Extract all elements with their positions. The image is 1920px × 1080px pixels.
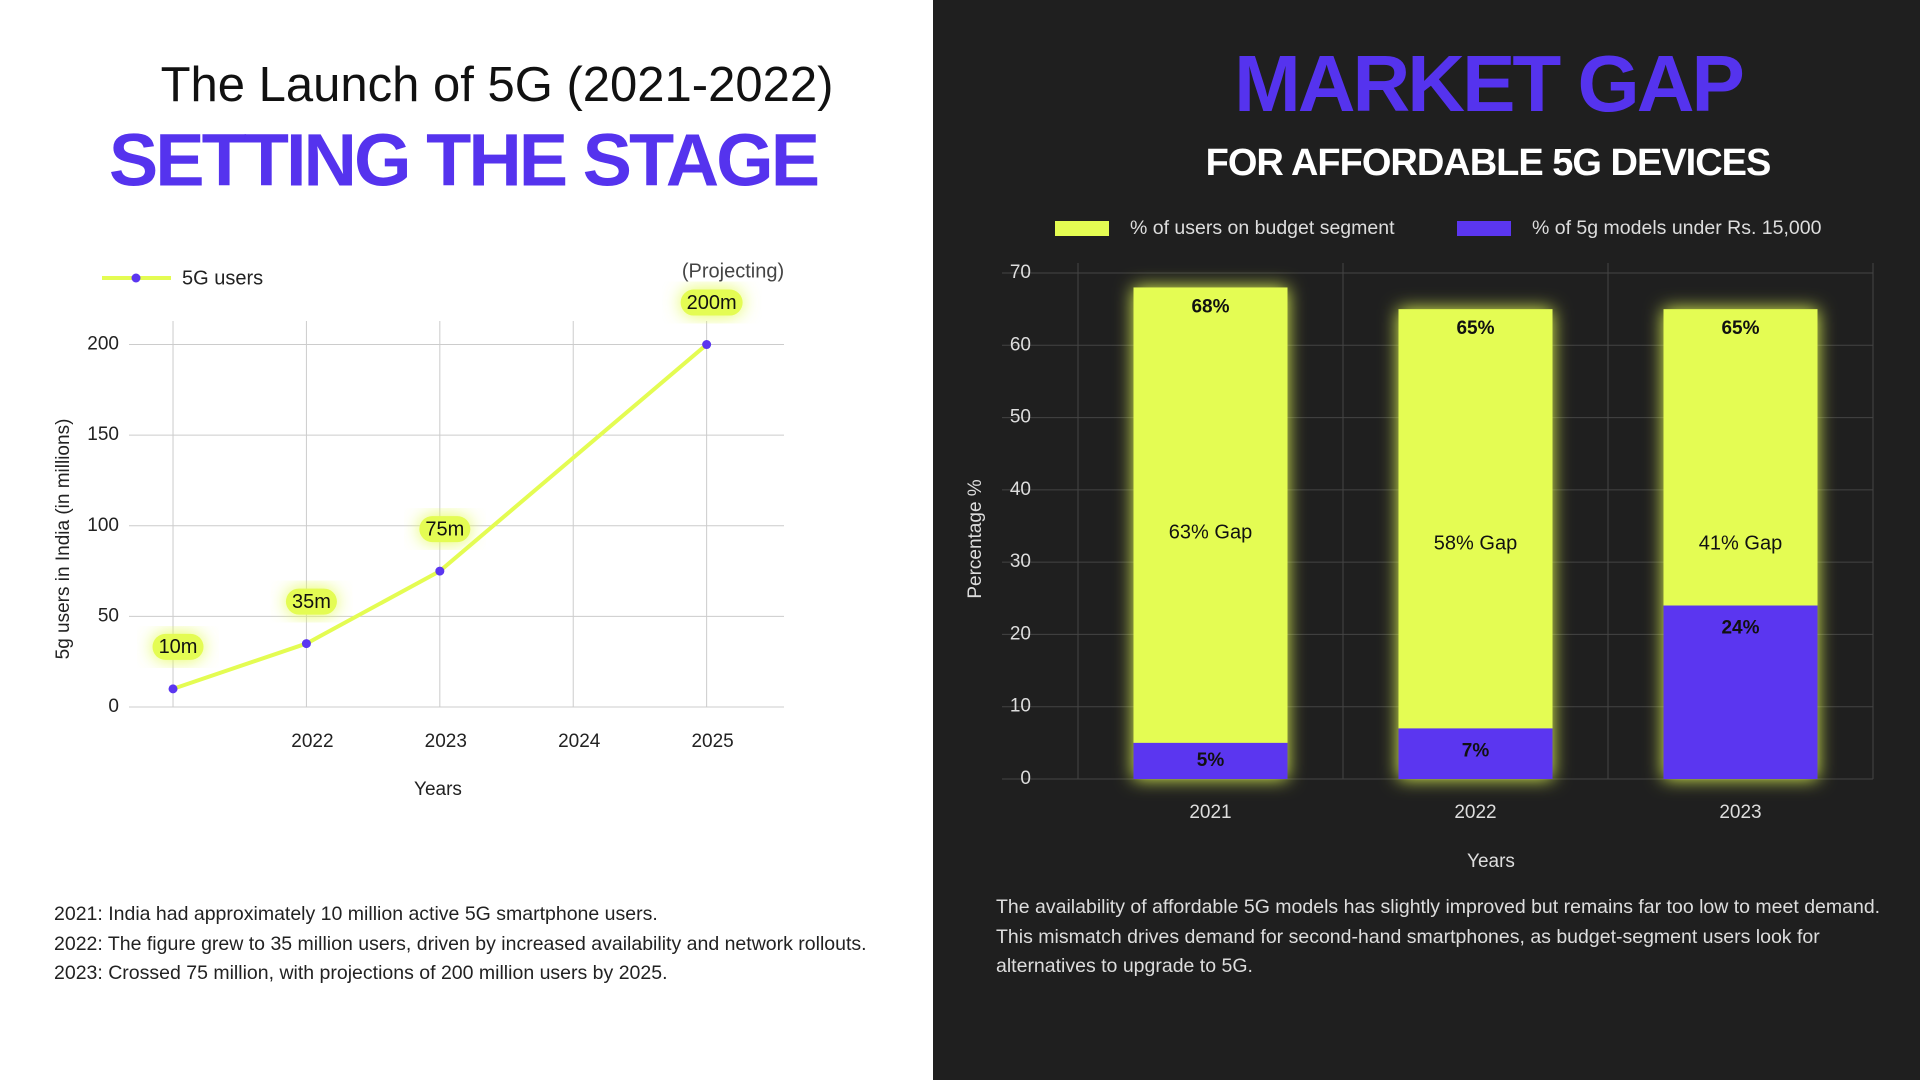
bar — [1133, 287, 1288, 779]
point — [301, 639, 311, 649]
bar — [1663, 605, 1818, 779]
note-line: 2023: Crossed 75 million, with projectio… — [54, 962, 668, 984]
bar — [1398, 309, 1553, 779]
y-axis-label: 5g users in India (in millions) — [53, 419, 74, 660]
x-tick-label: 2022 — [291, 731, 333, 752]
value-label: 68% — [1191, 296, 1229, 317]
point — [702, 340, 712, 350]
note-line: 2022: The figure grew to 35 million user… — [54, 932, 867, 955]
right-notes: The availability of affordable 5G models… — [996, 893, 1886, 982]
x-tick-label: 2021 — [1189, 802, 1231, 823]
legend-label: % of 5g models under Rs. 15,000 — [1532, 217, 1822, 239]
left-title: The Launch of 5G (2021-2022) — [161, 58, 834, 112]
legend-label: 5G users — [182, 267, 263, 289]
x-tick-label: 2024 — [558, 731, 601, 752]
bar — [1398, 728, 1553, 779]
legend-label: % of users on budget segment — [1130, 217, 1395, 239]
y-tick-label: 50 — [1010, 407, 1031, 428]
y-axis-label: Percentage % — [965, 479, 986, 598]
value-label: 65% — [1721, 318, 1759, 339]
y-tick-label: 50 — [98, 605, 119, 626]
line-series — [172, 343, 708, 691]
y-tick-label: 20 — [1010, 623, 1031, 644]
value-label-bg — [285, 588, 337, 615]
bar — [1133, 742, 1288, 779]
value-label-bg — [152, 633, 204, 660]
y-tick-label: 100 — [87, 515, 119, 536]
value-label: 35m — [292, 591, 331, 613]
left-headline: SETTING THE STAGE — [109, 119, 818, 202]
y-tick-label: 10 — [1010, 696, 1031, 717]
value-label: 5% — [1197, 750, 1225, 771]
value-label: 10m — [159, 636, 198, 658]
x-tick-label: 2023 — [1719, 802, 1761, 823]
legend-dot — [131, 273, 141, 283]
left-notes: 2021: India had approximately 10 million… — [54, 900, 944, 989]
y-tick-label: 0 — [1020, 768, 1031, 789]
gap-label: 58% Gap — [1434, 532, 1517, 554]
right-subtitle: FOR AFFORDABLE 5G DEVICES — [1206, 142, 1771, 184]
x-tick-label: 2023 — [425, 731, 467, 752]
y-tick-label: 0 — [108, 696, 119, 717]
y-tick-label: 200 — [87, 334, 119, 355]
x-tick-label: 2022 — [1454, 802, 1496, 823]
y-tick-label: 150 — [87, 424, 119, 445]
legend-swatch — [1457, 221, 1511, 236]
value-label: 75m — [425, 518, 464, 540]
y-tick-label: 30 — [1010, 551, 1031, 572]
note-line: 2021: India had approximately 10 million… — [54, 903, 658, 925]
left-panel — [0, 0, 933, 1080]
y-tick-label: 60 — [1010, 334, 1031, 355]
note-line: The availability of affordable 5G models… — [996, 896, 1881, 918]
value-label-bg — [419, 516, 471, 543]
gap-label: 63% Gap — [1169, 522, 1252, 544]
legend-swatch — [1055, 221, 1109, 236]
value-label: 7% — [1462, 740, 1490, 761]
right-title: MARKET GAP — [1234, 39, 1742, 128]
x-tick-label: 2025 — [691, 731, 733, 752]
y-tick-label: 70 — [1010, 262, 1031, 283]
y-tick-label: 40 — [1010, 479, 1031, 500]
value-label-bg — [680, 289, 743, 316]
value-label: 24% — [1721, 618, 1759, 639]
note-line: This mismatch drives demand for second-h… — [996, 925, 1820, 978]
annotation: (Projecting) — [682, 260, 784, 282]
x-axis-label: Years — [414, 779, 462, 800]
point — [168, 684, 178, 694]
value-label: 65% — [1456, 318, 1494, 339]
value-label: 200m — [687, 292, 737, 314]
point — [435, 566, 445, 576]
gap-label: 41% Gap — [1699, 532, 1782, 554]
x-axis-label: Years — [1467, 851, 1515, 872]
